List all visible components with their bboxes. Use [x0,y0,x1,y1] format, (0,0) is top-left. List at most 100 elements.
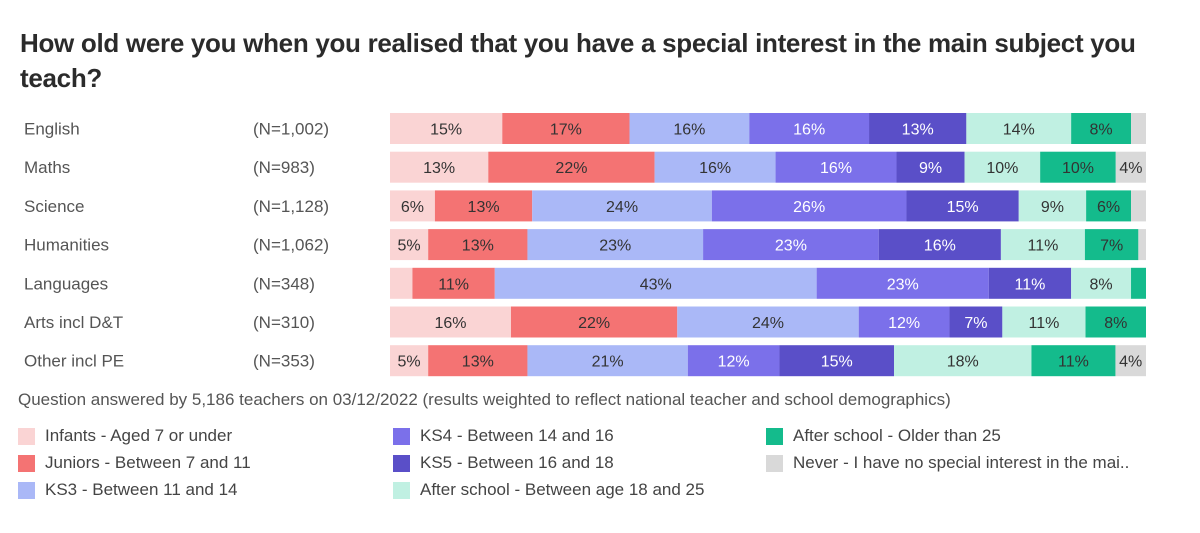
bar-segment [502,113,630,144]
data-label: 14% [1003,122,1035,139]
bar-segment [894,345,1032,377]
bar-segment [816,267,989,299]
bar-segment [1131,113,1146,144]
chart-caption: Question answered by 5,186 teachers on 0… [18,390,951,409]
bar-segment [677,306,859,338]
data-label: 8% [1104,315,1127,332]
sample-size-label: (N=310) [253,313,315,332]
bar-segment [1085,306,1146,338]
data-label: 16% [699,160,731,177]
bar-segment [703,229,879,261]
data-label: 22% [555,160,587,177]
bar-segment [949,306,1003,338]
bar-segment [527,229,704,261]
sample-size-label: (N=1,062) [253,236,329,255]
bar-segment [966,113,1072,144]
sample-size-label: (N=1,002) [253,120,329,139]
bar-segment [654,151,776,183]
data-label: 11% [1015,276,1046,293]
bar-segment [1031,345,1116,377]
data-label: 11% [438,276,469,293]
data-label: 7% [964,315,987,332]
bar-segment [775,151,897,183]
sample-size-label: (N=983) [253,158,315,177]
bar-segment [428,345,528,377]
data-label: 8% [1090,122,1113,139]
data-label: 16% [924,238,956,255]
data-label: 26% [793,199,825,216]
data-label: 13% [902,122,934,139]
bar-segment [390,229,429,261]
data-label: 12% [718,354,750,371]
bar-segment [858,306,950,338]
data-label: 7% [1100,238,1123,255]
bar-segment [488,151,655,183]
bar-segment [390,151,489,183]
data-label: 16% [820,160,852,177]
data-label: 18% [947,354,979,371]
bar-segment [988,267,1072,299]
bar-segment [1138,229,1146,261]
data-label: 23% [887,276,919,293]
bar-segment [1040,151,1116,183]
category-label: Arts incl D&T [24,313,123,332]
bar-segment [1071,113,1132,144]
data-label: 4% [1119,354,1142,371]
bar-segment [1084,229,1139,261]
bar-segment [390,306,511,338]
bar-segment [1115,345,1146,377]
bar-segment [869,113,967,144]
bar-segment [711,190,907,222]
data-label: 6% [401,199,424,216]
data-label: 13% [462,238,494,255]
data-label: 4% [1119,160,1142,177]
bar-segment [1131,267,1146,299]
bar-segment [434,190,533,222]
category-label: Other incl PE [24,352,124,371]
data-label: 11% [1029,315,1060,332]
data-label: 43% [640,276,672,293]
data-label: 11% [1027,238,1058,255]
bar-segment [779,345,894,377]
sample-size-label: (N=353) [253,352,315,371]
data-label: 5% [398,238,421,255]
data-label: 16% [434,315,466,332]
data-label: 16% [673,122,705,139]
bar-segment [964,151,1041,183]
data-label: 23% [775,238,807,255]
category-label: Science [24,197,84,216]
sample-size-label: (N=348) [253,274,315,293]
data-label: 24% [752,315,784,332]
data-label: 24% [606,199,638,216]
bar-segment [1086,190,1132,222]
bar-segment [1115,151,1146,183]
category-label: Maths [24,158,70,177]
bar-segment [510,306,678,338]
bar-segment [428,229,528,261]
bar-segment [412,267,495,299]
data-label: 22% [578,315,610,332]
bar-segment [1131,190,1146,222]
bar-segment [532,190,712,222]
bar-segment [749,113,870,144]
bar-segment [527,345,688,377]
category-label: English [24,120,80,139]
bar-segment [878,229,1001,261]
data-label: 15% [430,122,462,139]
bar-segment [1071,267,1132,299]
sample-size-label: (N=1,128) [253,197,329,216]
data-label: 17% [550,122,582,139]
data-label: 13% [423,160,455,177]
data-label: 15% [821,354,853,371]
bar-segment [1018,190,1087,222]
data-label: 23% [599,238,631,255]
data-label: 9% [919,160,942,177]
data-label: 8% [1090,276,1113,293]
bar-segment [390,190,435,222]
bar-segment [1000,229,1085,261]
bar-segment [687,345,780,377]
bar-segment [494,267,817,299]
data-label: 16% [793,122,825,139]
data-label: 5% [398,354,421,371]
